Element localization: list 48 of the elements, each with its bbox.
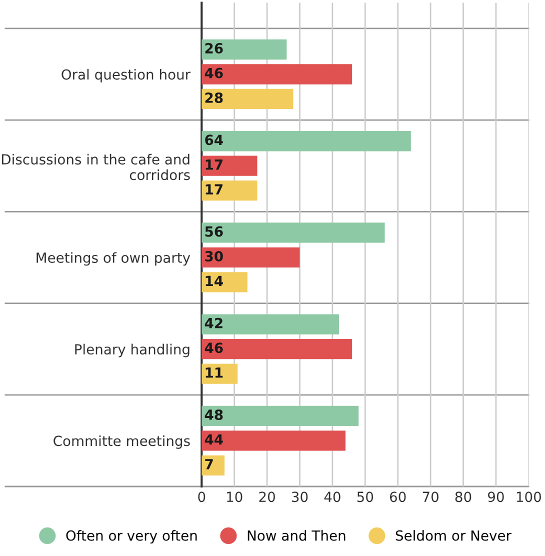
data-label: 42: [204, 318, 222, 328]
x-tick-label: 70: [422, 492, 438, 502]
data-label: 48: [204, 409, 223, 420]
data-label: 28: [205, 92, 223, 104]
bar: [202, 339, 352, 360]
data-label: 46: [204, 68, 223, 78]
y-tick-label: Meetings of own party: [36, 252, 190, 266]
x-tick-label: 80: [455, 492, 472, 502]
bar: [202, 314, 339, 334]
bar: [202, 247, 300, 268]
x-tick-label: 40: [324, 492, 340, 502]
legend-label: Now and Then: [248, 530, 346, 541]
legend-label: Often or very often: [66, 530, 197, 544]
data-label: 7: [205, 459, 213, 470]
data-label: 11: [206, 368, 223, 378]
x-tick-label: 100: [516, 492, 541, 502]
data-label: 44: [204, 434, 223, 445]
y-tick-label: Plenary handling: [75, 344, 190, 358]
bar: [202, 88, 294, 110]
bar: [202, 430, 346, 451]
x-tick-label: 60: [390, 492, 406, 502]
data-label: 17: [206, 160, 222, 170]
x-tick-label: 0: [198, 492, 206, 502]
x-tick-label: 20: [259, 492, 275, 502]
bar: [202, 364, 238, 384]
y-tick-label: Committe meetings: [54, 435, 190, 449]
y-tick-label: Discussions in the cafe and corridors: [2, 154, 190, 180]
bar: [202, 39, 287, 60]
bar: [202, 406, 359, 426]
bar: [202, 64, 352, 84]
data-label: 14: [206, 276, 223, 286]
x-tick-label: 50: [357, 492, 374, 502]
data-label: 26: [205, 43, 223, 54]
bar: [202, 272, 248, 292]
data-label: 17: [206, 184, 222, 194]
bar: [202, 131, 411, 152]
bar: [202, 180, 258, 201]
data-label: 64: [205, 134, 223, 146]
data-label: 46: [204, 342, 223, 354]
legend-label: Seldom or Never: [396, 530, 512, 541]
x-tick-label: 30: [292, 492, 308, 502]
y-tick-label: Oral question hour: [62, 68, 191, 82]
x-tick-label: 10: [227, 492, 242, 502]
bar: [202, 156, 258, 176]
bar: [202, 222, 385, 243]
data-label: 30: [205, 250, 223, 262]
data-label: 56: [205, 226, 223, 237]
x-tick-label: 90: [488, 492, 504, 502]
